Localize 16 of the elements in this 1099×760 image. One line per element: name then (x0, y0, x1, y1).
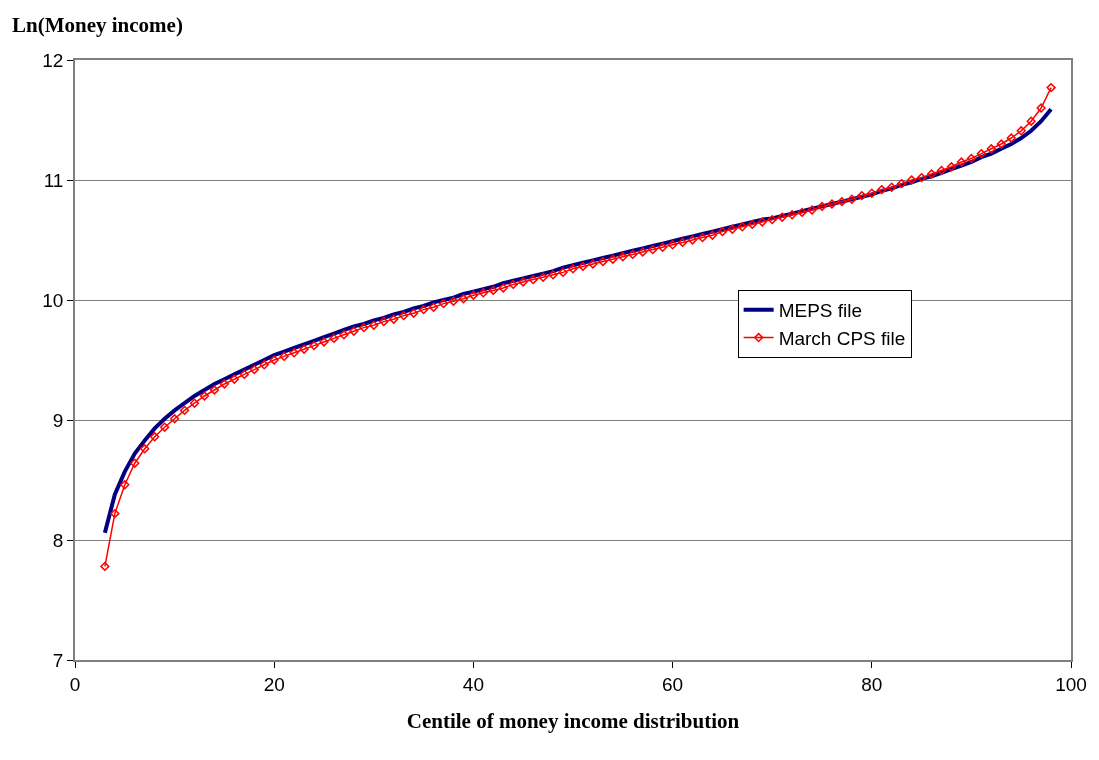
x-tick-label: 80 (861, 673, 883, 695)
y-tick-label: 11 (43, 169, 64, 191)
y-tick-label: 12 (42, 49, 64, 71)
y-axis-title: Ln(Money income) (12, 13, 183, 37)
y-tick-label: 10 (42, 289, 64, 311)
y-tick-label: 8 (52, 529, 64, 551)
x-tick-label: 100 (1055, 673, 1087, 695)
x-tick-label: 20 (263, 673, 285, 695)
x-tick-label: 0 (69, 673, 81, 695)
legend-label: March CPS file (778, 327, 906, 349)
x-axis-title: Centile of money income distribution (406, 709, 740, 734)
y-tick-label: 7 (52, 649, 64, 671)
legend-label: MEPS file (778, 300, 863, 322)
x-tick-label: 60 (662, 673, 684, 695)
x-tick-label: 40 (462, 673, 484, 695)
y-tick-label: 9 (52, 409, 64, 431)
